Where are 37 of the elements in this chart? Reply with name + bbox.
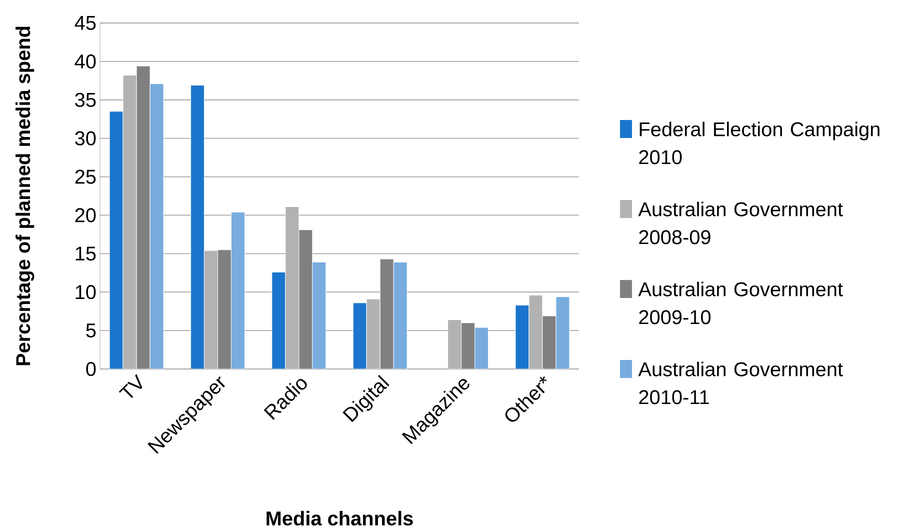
y-tick-label: 35	[75, 92, 96, 107]
bar	[312, 262, 326, 369]
bar	[393, 262, 408, 369]
bar	[230, 212, 245, 369]
bar	[204, 250, 218, 369]
y-tick-label: 5	[86, 324, 96, 338]
bar	[474, 327, 489, 369]
bar	[136, 66, 150, 369]
y-tick-label: 25	[75, 170, 96, 184]
bar	[150, 83, 164, 369]
bar	[190, 85, 204, 369]
y-tick-label: 20	[75, 208, 96, 222]
y-tick-label: 40	[74, 54, 96, 68]
bar	[217, 250, 232, 369]
y-tick-label: 45	[74, 16, 96, 30]
bar	[461, 322, 476, 369]
bar	[272, 272, 286, 369]
y-tick-label: 0	[86, 362, 96, 376]
bar	[298, 230, 313, 369]
bar	[380, 258, 394, 369]
bar	[515, 304, 530, 369]
x-tick-label: TV	[118, 374, 142, 398]
legend-label: Australian Government 2008-09	[638, 202, 843, 244]
y-tick-label: 10	[76, 285, 96, 300]
y-tick-label: 30	[75, 131, 96, 146]
bar	[542, 316, 556, 369]
legend-label: Australian Government 2009-10	[638, 282, 843, 324]
x-axis-title: Media channels	[266, 510, 413, 526]
legend-label: Australian Government 2010-11	[638, 362, 843, 404]
y-axis-title: Percentage of planned media spend	[16, 26, 34, 366]
bar	[352, 302, 367, 369]
bar	[109, 111, 124, 369]
bar	[366, 298, 380, 369]
legend-label: Federal Election Campaign 2010	[639, 122, 880, 164]
bar	[528, 294, 543, 369]
y-tick-label: 15	[76, 246, 96, 261]
bar	[556, 296, 570, 369]
